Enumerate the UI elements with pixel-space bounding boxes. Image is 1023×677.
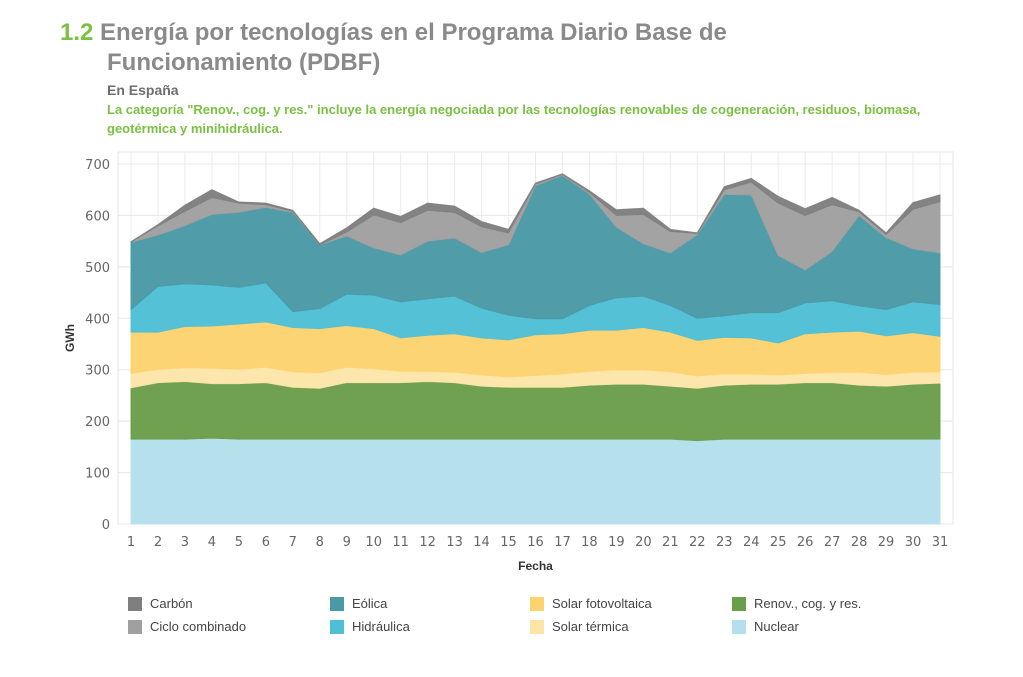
x-tick-label: 6 [262, 535, 270, 550]
legend-item-carbon[interactable]: Carbón [128, 596, 193, 611]
x-tick-label: 22 [689, 535, 706, 550]
x-tick-label: 28 [851, 535, 868, 550]
x-tick-label: 21 [662, 535, 679, 550]
y-tick-label: 0 [102, 518, 110, 533]
legend-label: Carbón [150, 596, 193, 611]
area-nuclear [130, 437, 941, 525]
area-renov-cog-y-res [130, 381, 941, 442]
y-tick-label: 400 [85, 312, 110, 327]
chart-title: 1.2 Energía por tecnologías en el Progra… [60, 18, 980, 78]
x-tick-label: 10 [365, 535, 382, 550]
y-axis-title: GWh [63, 324, 77, 352]
x-tick-label: 31 [932, 535, 949, 550]
x-tick-label: 15 [500, 535, 517, 550]
legend-label: Ciclo combinado [150, 619, 247, 634]
category-note: La categoría "Renov., cog. y res." inclu… [107, 102, 921, 136]
y-tick-label: 200 [85, 415, 110, 430]
legend-swatch [732, 596, 746, 611]
y-tick-label: 500 [85, 261, 110, 276]
y-tick-label: 600 [85, 209, 110, 224]
legend-item-nuclear[interactable]: Nuclear [732, 619, 799, 634]
chart-subtitle: En España [107, 82, 179, 98]
legend-item-ciclo-combinado[interactable]: Ciclo combinado [128, 619, 246, 634]
x-tick-label: 11 [392, 535, 409, 550]
legend-label: Solar térmica [552, 619, 629, 634]
x-tick-label: 24 [743, 535, 760, 550]
x-tick-label: 20 [635, 535, 652, 550]
y-tick-label: 700 [85, 158, 110, 173]
legend-swatch [330, 596, 344, 611]
section-number: 1.2 [60, 19, 94, 46]
x-tick-label: 14 [473, 535, 490, 550]
legend-swatch [128, 619, 142, 634]
legend-label: Solar fotovoltaica [552, 596, 652, 611]
x-tick-label: 30 [905, 535, 922, 550]
x-tick-label: 29 [878, 535, 895, 550]
legend-swatch [128, 596, 142, 611]
x-tick-label: 2 [154, 535, 162, 550]
x-tick-label: 25 [770, 535, 787, 550]
legend-swatch [530, 619, 544, 634]
legend-swatch [732, 619, 746, 634]
legend-item-solar-fotovoltaica[interactable]: Solar fotovoltaica [530, 596, 652, 611]
legend-item-hidraulica[interactable]: Hidráulica [330, 619, 410, 634]
legend-label: Hidráulica [352, 619, 410, 634]
legend-item-solar-termica[interactable]: Solar térmica [530, 619, 629, 634]
x-tick-label: 5 [235, 535, 243, 550]
legend-label: Eólica [352, 596, 388, 611]
x-tick-label: 8 [316, 535, 324, 550]
legend-item-renov-cog-res[interactable]: Renov., cog. y res. [732, 596, 861, 611]
legend-swatch [330, 619, 344, 634]
area-carbon [130, 173, 941, 246]
y-tick-label: 300 [85, 364, 110, 379]
x-tick-label: 1 [127, 535, 135, 550]
x-tick-label: 16 [527, 535, 544, 550]
legend-swatch [530, 596, 544, 611]
x-tick-label: 3 [181, 535, 189, 550]
x-tick-label: 18 [581, 535, 598, 550]
x-tick-label: 19 [608, 535, 625, 550]
title-line-1: Energía por tecnologías en el Programa D… [100, 19, 727, 46]
x-tick-label: 7 [289, 535, 297, 550]
legend-item-eolica[interactable]: Eólica [330, 596, 387, 611]
header: 1.2 Energía por tecnologías en el Progra… [60, 18, 980, 138]
x-tick-label: 9 [343, 535, 351, 550]
x-tick-label: 26 [797, 535, 814, 550]
x-tick-label: 27 [824, 535, 841, 550]
x-axis-title: Fecha [518, 559, 553, 573]
legend-label: Renov., cog. y res. [754, 596, 862, 611]
legend-label: Nuclear [754, 619, 799, 634]
x-tick-label: 23 [716, 535, 733, 550]
x-tick-label: 4 [208, 535, 216, 550]
x-tick-label: 12 [419, 535, 436, 550]
y-tick-label: 100 [85, 467, 110, 482]
title-line-2: Funcionamiento (PDBF) [107, 49, 381, 76]
x-tick-label: 13 [446, 535, 463, 550]
x-tick-label: 17 [554, 535, 571, 550]
